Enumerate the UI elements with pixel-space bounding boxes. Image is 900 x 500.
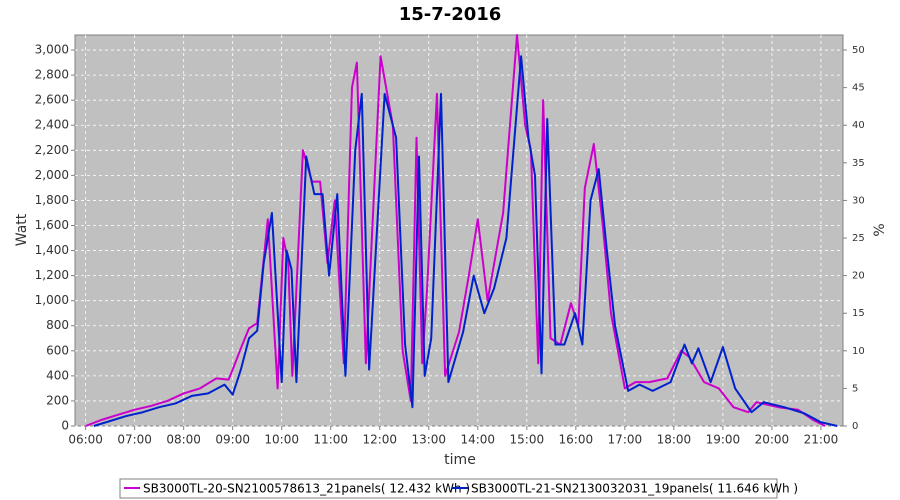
y2-axis-title: % (872, 223, 888, 236)
series-line (85, 34, 826, 427)
y-axis-title: Watt (14, 213, 30, 246)
x-tick-label: 19:00 (706, 433, 741, 447)
legend-label: SB3000TL-20-SN2100578613_21panels( 12.43… (143, 482, 470, 496)
y-tick-label: 1,400 (35, 243, 69, 257)
x-tick-label: 12:00 (362, 433, 397, 447)
series-line (93, 55, 838, 427)
y-tick-label: 3,000 (35, 43, 69, 57)
y-tick-label: 1,200 (35, 268, 69, 282)
y-tick-label: 1,000 (35, 293, 69, 307)
y2-tick-label: 50 (852, 45, 865, 56)
y2-tick-label: 40 (852, 120, 865, 131)
y2-tick-label: 35 (852, 158, 865, 169)
legend-label: SB3000TL-21-SN2130032031_19panels( 11.64… (471, 482, 798, 496)
y-tick-label: 200 (46, 393, 69, 407)
y-tick-label: 2,200 (35, 143, 69, 157)
y-tick-label: 1,800 (35, 193, 69, 207)
x-tick-label: 16:00 (559, 433, 594, 447)
x-tick-label: 11:00 (313, 433, 348, 447)
y2-tick-label: 20 (852, 271, 865, 282)
x-tick-label: 17:00 (608, 433, 643, 447)
y-tick-label: 2,000 (35, 168, 69, 182)
x-tick-label: 13:00 (411, 433, 446, 447)
y2-tick-label: 10 (852, 346, 865, 357)
y-tick-label: 800 (46, 318, 69, 332)
x-tick-label: 15:00 (510, 433, 545, 447)
y2-tick-label: 0 (852, 421, 858, 432)
plot-area (74, 34, 844, 427)
x-tick-label: 14:00 (460, 433, 495, 447)
x-tick-label: 20:00 (755, 433, 790, 447)
legend-box (119, 478, 778, 499)
y-tick-label: 400 (46, 368, 69, 382)
y2-tick-label: 5 (852, 383, 858, 394)
x-tick-label: 08:00 (166, 433, 201, 447)
y2-tick-label: 45 (852, 83, 865, 94)
x-tick-label: 18:00 (657, 433, 692, 447)
x-tick-label: 21:00 (804, 433, 839, 447)
y-tick-label: 2,400 (35, 118, 69, 132)
chart-title: 15-7-2016 (399, 4, 502, 25)
y-tick-label: 1,600 (35, 218, 69, 232)
x-tick-label: 07:00 (117, 433, 152, 447)
y-tick-label: 0 (61, 419, 69, 433)
y-tick-label: 2,800 (35, 68, 69, 82)
y2-tick-label: 15 (852, 308, 865, 319)
x-tick-label: 10:00 (264, 433, 299, 447)
y2-tick-label: 25 (852, 233, 865, 244)
x-tick-label: 06:00 (68, 433, 103, 447)
x-axis-title: time (444, 452, 476, 468)
x-tick-label: 09:00 (215, 433, 250, 447)
y2-tick-label: 30 (852, 195, 865, 206)
y-tick-label: 2,600 (35, 93, 69, 107)
y-tick-label: 600 (46, 343, 69, 357)
